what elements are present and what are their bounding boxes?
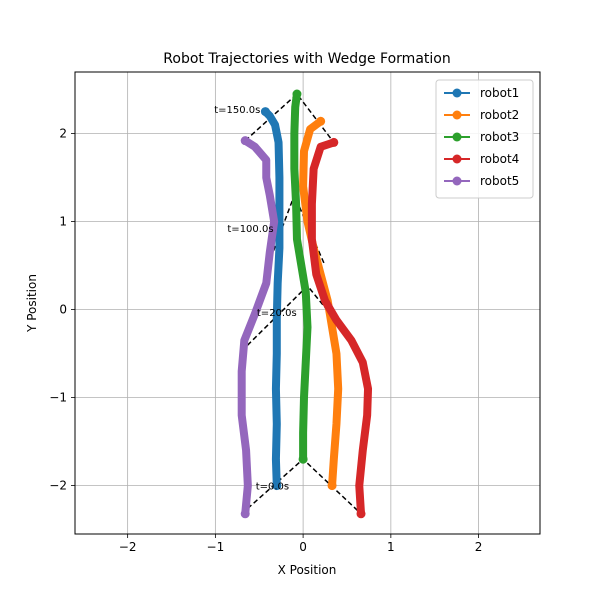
robot4-end-point: [329, 137, 339, 147]
robot5-start-point: [240, 509, 250, 519]
legend-swatch-marker: [452, 176, 462, 186]
robot3-start-point: [298, 454, 308, 464]
axis-ticks: −2 −1 0 1 2 −2 −1 0 1 2: [49, 127, 482, 554]
formation-time-label: t=20.0s: [257, 308, 297, 319]
legend-swatch-marker: [452, 110, 462, 120]
x-tick-label: 2: [475, 540, 483, 554]
chart-title: Robot Trajectories with Wedge Formation: [163, 51, 450, 67]
legend-label: robot5: [480, 174, 519, 188]
robot5-end-point: [240, 136, 250, 146]
robot5-line: [237, 136, 279, 518]
y-axis-label: Y Position: [25, 274, 39, 333]
robot3-series: [290, 89, 312, 464]
legend-box: [435, 79, 534, 199]
legend-swatch-marker: [452, 88, 462, 98]
robot3-end-point: [292, 89, 302, 99]
y-tick-label: −1: [49, 391, 67, 405]
x-axis-label: X Position: [278, 563, 337, 577]
robot3-line: [290, 90, 312, 464]
robot1-series: [260, 107, 284, 491]
plot-frame: [74, 71, 541, 535]
robot2-start-point: [327, 481, 337, 491]
robot1-start-point: [272, 481, 282, 491]
annotations: t=0.0s t=20.0s t=100.0s t=150.0s: [214, 105, 296, 493]
legend-swatch-marker: [452, 132, 462, 142]
robot1-line: [261, 107, 284, 490]
y-tick-label: 1: [59, 215, 67, 229]
formation-time-label: t=100.0s: [227, 224, 273, 235]
legend-swatch-marker: [452, 154, 462, 164]
legend-label: robot4: [480, 152, 519, 166]
x-tick-label: −2: [119, 540, 137, 554]
series-group: [237, 89, 373, 519]
robot2-end-point: [316, 116, 326, 126]
x-tick-label: 1: [387, 540, 395, 554]
robot4-start-point: [356, 509, 366, 519]
legend: robot1 robot2 robot3 robot4 robot5: [435, 79, 534, 199]
robot4-line: [307, 138, 373, 518]
legend-label: robot2: [480, 108, 519, 122]
formation-time-label: t=0.0s: [256, 482, 289, 493]
legend-label: robot3: [480, 130, 519, 144]
y-tick-label: 2: [59, 127, 67, 141]
robot1-end-point: [260, 107, 270, 117]
robot4-series: [307, 137, 373, 519]
x-tick-label: −1: [207, 540, 225, 554]
robot5-series: [237, 136, 279, 519]
y-tick-label: 0: [59, 303, 67, 317]
y-tick-label: −2: [49, 479, 67, 493]
legend-label: robot1: [480, 86, 519, 100]
formation-time-label: t=150.0s: [214, 105, 260, 116]
x-tick-label: 0: [299, 540, 307, 554]
